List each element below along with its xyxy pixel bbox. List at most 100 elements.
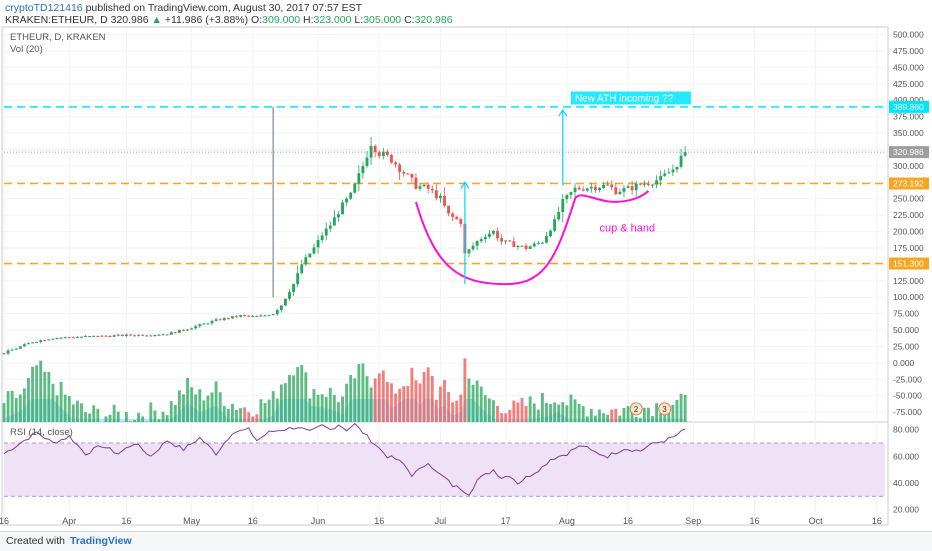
time-tick-label: Oct [809, 516, 824, 526]
candle-body [272, 314, 275, 315]
candle-body [676, 167, 679, 170]
candle-body [56, 338, 59, 339]
candle-body [268, 315, 271, 316]
volume-bar [614, 409, 617, 422]
volume-bar [88, 414, 91, 422]
volume-bar [353, 378, 356, 422]
candle-body [561, 199, 564, 212]
volume-bar [439, 387, 442, 422]
volume-bar [35, 365, 38, 422]
volume-bar [72, 404, 75, 422]
volume-bar [476, 381, 479, 422]
volume-bar [31, 367, 34, 422]
price-tick-label: 75.000 [893, 309, 919, 319]
candle-body [480, 239, 483, 241]
volume-bar [680, 394, 683, 422]
time-tick-label: Aug [559, 516, 575, 526]
volume-bar [207, 396, 210, 422]
time-tick-label: 17 [501, 516, 511, 526]
candle-body [27, 343, 30, 344]
candle-body [211, 321, 214, 323]
volume-bar [594, 416, 597, 422]
candle-body [451, 214, 454, 217]
volume-bar [472, 385, 475, 422]
volume-bar [272, 391, 275, 422]
volume-bar [162, 412, 165, 422]
candle-body [76, 337, 79, 338]
volume-bar [639, 418, 642, 422]
volume-bar [80, 403, 83, 422]
cup-handle-label: cup & hand [599, 223, 655, 235]
time-tick-label: Sep [685, 516, 701, 526]
candle-body [141, 335, 144, 336]
volume-bar [570, 395, 573, 422]
tradingview-link[interactable]: TradingView [70, 535, 132, 547]
candle-body [145, 335, 148, 336]
volume-bar [651, 416, 654, 422]
candle-body [182, 330, 185, 331]
candle-body [423, 185, 426, 186]
volume-bar [398, 389, 401, 422]
volume-bar [174, 405, 177, 422]
price-tick-label: 450.000 [893, 62, 924, 72]
volume-bar [198, 389, 201, 422]
volume-bar [84, 412, 87, 422]
price-tick-label: 25.000 [893, 341, 919, 351]
candle-body [366, 158, 369, 167]
candle-body [680, 156, 683, 167]
candle-body [235, 316, 238, 317]
volume-bar [321, 394, 324, 422]
candle-body [667, 172, 670, 173]
volume-bar [178, 390, 181, 422]
candles [3, 107, 687, 355]
candle-body [570, 192, 573, 195]
candle-body [545, 236, 548, 243]
volume-bar [137, 413, 140, 422]
volume-bar [582, 406, 585, 422]
volume-bar [284, 383, 287, 422]
candle-body [43, 340, 46, 341]
candle-body [170, 332, 173, 334]
volume-bar [488, 398, 491, 422]
volume-bar [23, 388, 26, 422]
candle-body [606, 185, 609, 186]
candle-body [623, 188, 626, 192]
candle-body [627, 186, 630, 188]
volume-bar [484, 395, 487, 422]
volume-bar [684, 395, 687, 422]
candle-body [574, 188, 577, 192]
candle-body [631, 186, 634, 190]
volume-bar [11, 391, 14, 422]
volume-bar [182, 394, 185, 422]
candle-body [659, 176, 662, 180]
candle-body [602, 185, 605, 188]
volume-bar [533, 403, 536, 422]
volume-bar [627, 406, 630, 422]
candle-body [553, 219, 556, 230]
price-tick-label: 350.000 [893, 128, 924, 138]
volume-bar [68, 396, 71, 422]
candle-body [337, 214, 340, 217]
volume-bar [27, 378, 30, 422]
volume-bar [125, 412, 128, 422]
price-tick-label: 375.000 [893, 112, 924, 122]
price-tick-label: 50.000 [893, 325, 919, 335]
candle-body [635, 184, 638, 191]
candle-body [174, 332, 177, 333]
candle-body [361, 166, 364, 173]
volume-bar [402, 386, 405, 422]
candle-body [190, 328, 193, 329]
candle-body [647, 184, 650, 185]
candle-body [349, 193, 352, 199]
volume-bar [190, 387, 193, 422]
candle-body [251, 316, 254, 317]
candle-body [590, 187, 593, 189]
candle-body [651, 185, 654, 186]
price-tick-label: -75.000 [893, 407, 922, 417]
candle-body [578, 188, 581, 190]
badge-3-label: 3 [662, 405, 667, 414]
candle-body [129, 335, 132, 336]
volume-bar [113, 405, 116, 422]
candle-body [598, 188, 601, 190]
